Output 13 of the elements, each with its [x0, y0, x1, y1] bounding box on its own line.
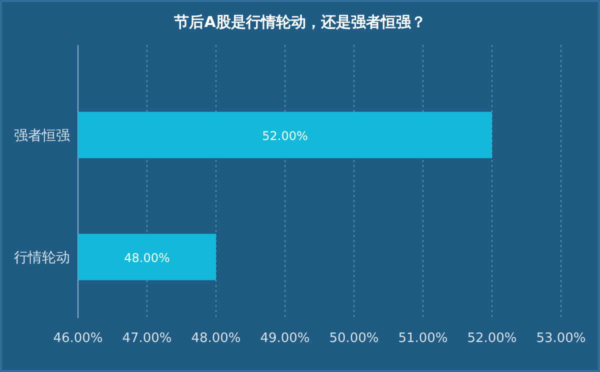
x-tick-label: 51.00% — [398, 331, 448, 346]
y-tick-label: 强者恒强 — [14, 128, 70, 144]
x-tick-label: 48.00% — [191, 331, 241, 346]
data-label: 48.00% — [124, 251, 170, 265]
x-tick-label: 49.00% — [260, 331, 310, 346]
x-tick-label: 46.00% — [53, 331, 103, 346]
x-tick-label: 47.00% — [122, 331, 172, 346]
chart-title: 节后A股是行情轮动，还是强者恒强？ — [173, 13, 426, 31]
x-tick-label: 53.00% — [536, 331, 586, 346]
x-tick-label: 50.00% — [329, 331, 379, 346]
x-tick-label: 52.00% — [467, 331, 517, 346]
data-label: 52.00% — [262, 129, 308, 143]
y-tick-label: 行情轮动 — [14, 250, 70, 266]
